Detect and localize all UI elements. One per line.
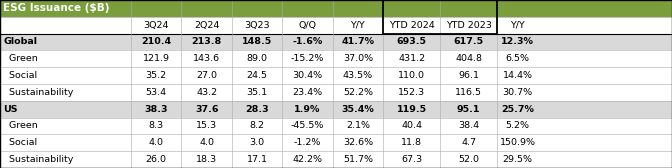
Text: 25.7%: 25.7% — [501, 105, 534, 114]
Text: 210.4: 210.4 — [141, 37, 171, 47]
Bar — [0, 34, 672, 50]
Text: 5.2%: 5.2% — [505, 121, 530, 131]
Text: 116.5: 116.5 — [455, 88, 482, 97]
Text: 52.2%: 52.2% — [343, 88, 373, 97]
Text: 67.3: 67.3 — [401, 155, 422, 164]
Text: 38.4: 38.4 — [458, 121, 479, 131]
Text: -1.6%: -1.6% — [292, 37, 323, 47]
Text: 213.8: 213.8 — [192, 37, 222, 47]
Text: 12.3%: 12.3% — [501, 37, 534, 47]
Text: Y/Y: Y/Y — [510, 21, 525, 30]
Text: 43.5%: 43.5% — [343, 71, 373, 80]
Text: 693.5: 693.5 — [396, 37, 427, 47]
Bar — [0, 118, 672, 134]
Text: 43.2: 43.2 — [196, 88, 217, 97]
Text: 30.4%: 30.4% — [292, 71, 323, 80]
Text: 4.7: 4.7 — [461, 138, 476, 147]
Text: 23.4%: 23.4% — [292, 88, 323, 97]
Text: 119.5: 119.5 — [396, 105, 427, 114]
Text: 1.9%: 1.9% — [294, 105, 321, 114]
Text: 2Q24: 2Q24 — [194, 21, 219, 30]
Text: Y/Y: Y/Y — [351, 21, 365, 30]
Text: 37.6: 37.6 — [195, 105, 218, 114]
Text: 96.1: 96.1 — [458, 71, 479, 80]
Text: 42.2%: 42.2% — [292, 155, 323, 164]
Text: 3.0: 3.0 — [249, 138, 265, 147]
Text: 431.2: 431.2 — [398, 54, 425, 63]
Text: 8.3: 8.3 — [149, 121, 164, 131]
Text: 41.7%: 41.7% — [341, 37, 374, 47]
Text: 121.9: 121.9 — [142, 54, 170, 63]
Text: Social: Social — [3, 71, 38, 80]
Bar — [383, 0, 497, 34]
Text: 148.5: 148.5 — [242, 37, 272, 47]
Text: Sustainability: Sustainability — [3, 88, 74, 97]
Text: 30.7%: 30.7% — [503, 88, 532, 97]
Text: 143.6: 143.6 — [193, 54, 220, 63]
Text: 24.5: 24.5 — [247, 71, 267, 80]
Bar — [0, 0, 672, 17]
Text: 15.3: 15.3 — [196, 121, 217, 131]
Text: 35.4%: 35.4% — [341, 105, 374, 114]
Text: -45.5%: -45.5% — [291, 121, 324, 131]
Text: ESG Issuance ($B): ESG Issuance ($B) — [3, 3, 110, 13]
Text: 37.0%: 37.0% — [343, 54, 373, 63]
Text: 150.9%: 150.9% — [499, 138, 536, 147]
Text: 152.3: 152.3 — [398, 88, 425, 97]
Bar — [0, 50, 672, 67]
Text: 89.0: 89.0 — [247, 54, 267, 63]
Text: Green: Green — [3, 54, 38, 63]
Text: 38.3: 38.3 — [144, 105, 168, 114]
Text: 95.1: 95.1 — [457, 105, 480, 114]
Text: 26.0: 26.0 — [146, 155, 167, 164]
Text: -15.2%: -15.2% — [291, 54, 324, 63]
Text: 4.0: 4.0 — [149, 138, 164, 147]
Text: 29.5%: 29.5% — [503, 155, 532, 164]
Text: US: US — [3, 105, 18, 114]
Text: Q/Q: Q/Q — [298, 21, 317, 30]
Text: 404.8: 404.8 — [455, 54, 482, 63]
Text: 11.8: 11.8 — [401, 138, 422, 147]
Text: 32.6%: 32.6% — [343, 138, 373, 147]
Bar — [0, 84, 672, 101]
Bar — [0, 151, 672, 168]
Text: 617.5: 617.5 — [454, 37, 484, 47]
Text: 40.4: 40.4 — [401, 121, 422, 131]
Text: Green: Green — [3, 121, 38, 131]
Text: 18.3: 18.3 — [196, 155, 217, 164]
Text: 14.4%: 14.4% — [503, 71, 532, 80]
Text: 3Q23: 3Q23 — [244, 21, 270, 30]
Bar — [0, 134, 672, 151]
Text: 35.2: 35.2 — [146, 71, 167, 80]
Text: 51.7%: 51.7% — [343, 155, 373, 164]
Text: 17.1: 17.1 — [247, 155, 267, 164]
Text: Sustainability: Sustainability — [3, 155, 74, 164]
Text: 53.4: 53.4 — [146, 88, 167, 97]
Text: 110.0: 110.0 — [398, 71, 425, 80]
Text: 8.2: 8.2 — [249, 121, 265, 131]
Text: YTD 2024: YTD 2024 — [388, 21, 435, 30]
Text: -1.2%: -1.2% — [294, 138, 321, 147]
Text: 35.1: 35.1 — [247, 88, 267, 97]
Text: 28.3: 28.3 — [245, 105, 269, 114]
Text: 2.1%: 2.1% — [346, 121, 370, 131]
Bar — [0, 67, 672, 84]
Text: YTD 2023: YTD 2023 — [446, 21, 492, 30]
Text: 4.0: 4.0 — [199, 138, 214, 147]
Text: 52.0: 52.0 — [458, 155, 479, 164]
Text: 3Q24: 3Q24 — [144, 21, 169, 30]
Bar — [0, 17, 672, 34]
Text: Social: Social — [3, 138, 38, 147]
Bar — [0, 101, 672, 118]
Text: 6.5%: 6.5% — [505, 54, 530, 63]
Text: 27.0: 27.0 — [196, 71, 217, 80]
Text: Global: Global — [3, 37, 38, 47]
